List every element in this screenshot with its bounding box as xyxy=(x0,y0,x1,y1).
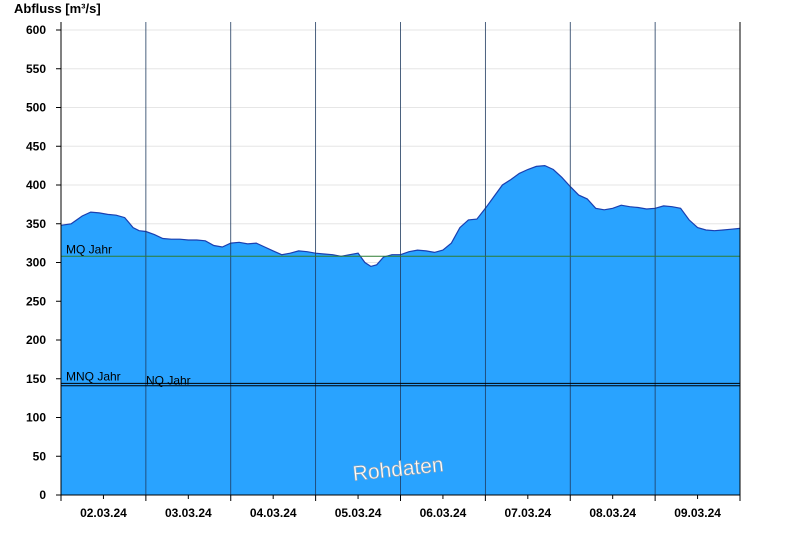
ref-label-1: MNQ Jahr xyxy=(66,369,121,383)
y-tick-label-250: 250 xyxy=(26,294,46,308)
y-tick-label-0: 0 xyxy=(39,488,46,502)
x-tick-labels: 02.03.24 03.03.24 04.03.24 05.03.24 06.03.24… xyxy=(60,495,741,520)
reference-lines: MQ Jahr MNQ Jahr NQ Jahr xyxy=(61,242,740,388)
y-axis-label: Abfluss [m³/s] xyxy=(14,1,101,16)
y-tick-label-500: 500 xyxy=(26,101,46,115)
y-tick-label-100: 100 xyxy=(26,411,46,425)
y-tick-labels: 0 50 100 150 200 250 300 350 400 450 500 550 600 xyxy=(26,23,61,502)
x-tick-label-6: 08.03.24 xyxy=(589,506,636,520)
x-tick-label-2: 04.03.24 xyxy=(250,506,297,520)
y-tick-label-550: 550 xyxy=(26,62,46,76)
y-tick-label-450: 450 xyxy=(26,139,46,153)
y-tick-label-350: 350 xyxy=(26,217,46,231)
ref-label-2: NQ Jahr xyxy=(146,374,191,388)
x-tick-label-5: 07.03.24 xyxy=(504,506,551,520)
x-tick-label-3: 05.03.24 xyxy=(335,506,382,520)
x-tick-label-1: 03.03.24 xyxy=(165,506,212,520)
y-tick-label-600: 600 xyxy=(26,23,46,37)
discharge-line xyxy=(60,164,741,268)
y-tick-label-400: 400 xyxy=(26,178,46,192)
x-tick-label-7: 09.03.24 xyxy=(674,506,721,520)
y-tick-label-50: 50 xyxy=(33,449,47,463)
y-tick-label-150: 150 xyxy=(26,372,46,386)
day-separators xyxy=(145,22,656,495)
x-tick-label-0: 02.03.24 xyxy=(80,506,127,520)
x-tick-label-4: 06.03.24 xyxy=(420,506,467,520)
y-tick-label-300: 300 xyxy=(26,256,46,270)
y-tick-label-200: 200 xyxy=(26,333,46,347)
ref-label-0: MQ Jahr xyxy=(66,242,112,256)
